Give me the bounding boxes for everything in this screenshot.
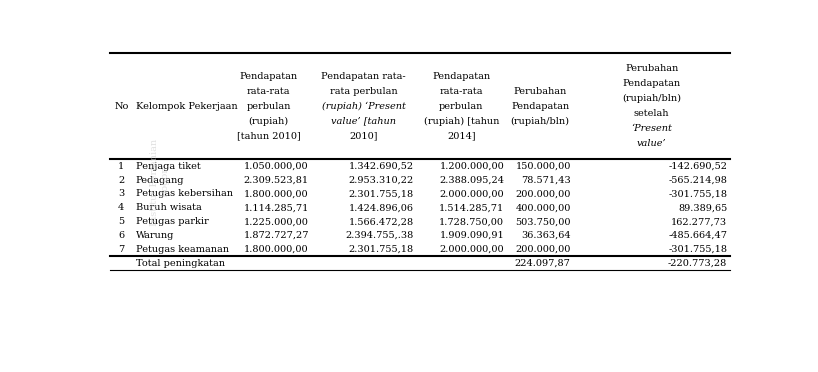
Text: Buruh wisata: Buruh wisata <box>136 203 201 212</box>
Text: value’: value’ <box>636 139 667 148</box>
Text: 1.566.472,28: 1.566.472,28 <box>348 217 414 226</box>
Text: rata perbulan: rata perbulan <box>330 87 398 96</box>
Text: 224.097,87: 224.097,87 <box>515 259 571 268</box>
Text: 503.750,00: 503.750,00 <box>515 217 571 226</box>
Text: 1.800.000,00: 1.800.000,00 <box>245 245 309 254</box>
Text: perbulan: perbulan <box>246 102 291 111</box>
Text: (rupiah) ‘Present: (rupiah) ‘Present <box>321 102 406 111</box>
Text: -485.664,47: -485.664,47 <box>668 231 727 240</box>
Text: 2: 2 <box>118 176 124 185</box>
Text: Petugas kebersihan: Petugas kebersihan <box>136 189 233 198</box>
Text: Perubahan: Perubahan <box>625 64 678 74</box>
Text: 78.571,43: 78.571,43 <box>521 176 571 185</box>
Text: Total peningkatan: Total peningkatan <box>136 259 225 268</box>
Text: -301.755,18: -301.755,18 <box>668 189 727 198</box>
Text: perbulan: perbulan <box>439 102 483 111</box>
Text: 36.363,64: 36.363,64 <box>521 231 571 240</box>
Text: Pendapatan: Pendapatan <box>511 102 569 111</box>
Text: -565.214,98: -565.214,98 <box>668 176 727 185</box>
Text: 2.301.755,18: 2.301.755,18 <box>348 245 414 254</box>
Text: 2.301.755,18: 2.301.755,18 <box>348 189 414 198</box>
Text: 1.200.000,00: 1.200.000,00 <box>439 162 504 171</box>
Text: -301.755,18: -301.755,18 <box>668 245 727 254</box>
Text: 2.000.000,00: 2.000.000,00 <box>439 189 504 198</box>
Text: Pendapatan: Pendapatan <box>622 79 681 89</box>
Text: 1.800.000,00: 1.800.000,00 <box>245 189 309 198</box>
Text: rata-rata: rata-rata <box>439 87 483 96</box>
Text: 1: 1 <box>118 162 124 171</box>
Text: 2.388.095,24: 2.388.095,24 <box>439 176 504 185</box>
Text: (rupiah/bln): (rupiah/bln) <box>510 116 569 126</box>
Text: 89.389,65: 89.389,65 <box>678 203 727 212</box>
Text: (rupiah): (rupiah) <box>249 116 289 126</box>
Text: Perubahan: Perubahan <box>514 87 567 96</box>
Text: 1.225.000,00: 1.225.000,00 <box>244 217 309 226</box>
Text: Pendapatan: Pendapatan <box>433 72 491 81</box>
Text: 2.000.000,00: 2.000.000,00 <box>439 245 504 254</box>
Text: 3: 3 <box>118 189 124 198</box>
Text: 2.309.523,81: 2.309.523,81 <box>244 176 309 185</box>
Text: 1.114.285,71: 1.114.285,71 <box>244 203 309 212</box>
Text: No: No <box>114 102 128 111</box>
Text: 150.000,00: 150.000,00 <box>515 162 571 171</box>
Text: (rupiah/bln): (rupiah/bln) <box>622 94 681 103</box>
Text: ‘Present: ‘Present <box>631 124 672 133</box>
Text: Warung: Warung <box>136 231 174 240</box>
Text: Pedagang: Pedagang <box>136 176 184 185</box>
Text: 5: 5 <box>119 217 124 226</box>
Text: 162.277,73: 162.277,73 <box>672 217 727 226</box>
Text: -142.690,52: -142.690,52 <box>668 162 727 171</box>
Text: rata-rata: rata-rata <box>247 87 290 96</box>
Text: 4: 4 <box>118 203 124 212</box>
Text: 1.050.000,00: 1.050.000,00 <box>245 162 309 171</box>
Text: Pendapatan rata-: Pendapatan rata- <box>321 72 406 81</box>
Text: -220.773,28: -220.773,28 <box>668 259 727 268</box>
Text: setelah: setelah <box>634 109 669 118</box>
Text: 400.000,00: 400.000,00 <box>515 203 571 212</box>
Text: [tahun 2010]: [tahun 2010] <box>236 132 300 141</box>
Text: 2010]: 2010] <box>349 132 378 141</box>
Text: 200.000,00: 200.000,00 <box>515 189 571 198</box>
Text: 1.872.727,27: 1.872.727,27 <box>244 231 309 240</box>
Text: 2014]: 2014] <box>447 132 476 141</box>
Text: 1.342.690,52: 1.342.690,52 <box>348 162 414 171</box>
Text: 1.514.285,71: 1.514.285,71 <box>439 203 504 212</box>
Text: Kelompok Pekerjaan: Kelompok Pekerjaan <box>136 102 237 111</box>
Text: Petugas keamanan: Petugas keamanan <box>136 245 229 254</box>
Text: 2.394.755,.38: 2.394.755,.38 <box>345 231 414 240</box>
Text: Institut Pertanian
Bogor: Institut Pertanian Bogor <box>150 138 169 226</box>
Text: 2.953.310,22: 2.953.310,22 <box>348 176 414 185</box>
Text: Pendapatan: Pendapatan <box>240 72 298 81</box>
Text: 1.909.090,91: 1.909.090,91 <box>439 231 504 240</box>
Text: (rupiah) [tahun: (rupiah) [tahun <box>424 116 499 126</box>
Text: Petugas parkir: Petugas parkir <box>136 217 209 226</box>
Text: 7: 7 <box>118 245 124 254</box>
Text: 200.000,00: 200.000,00 <box>515 245 571 254</box>
Text: value’ [tahun: value’ [tahun <box>331 116 396 126</box>
Text: Penjaga tiket: Penjaga tiket <box>136 162 200 171</box>
Text: 6: 6 <box>119 231 124 240</box>
Text: 1.728.750,00: 1.728.750,00 <box>439 217 504 226</box>
Text: 1.424.896,06: 1.424.896,06 <box>348 203 414 212</box>
